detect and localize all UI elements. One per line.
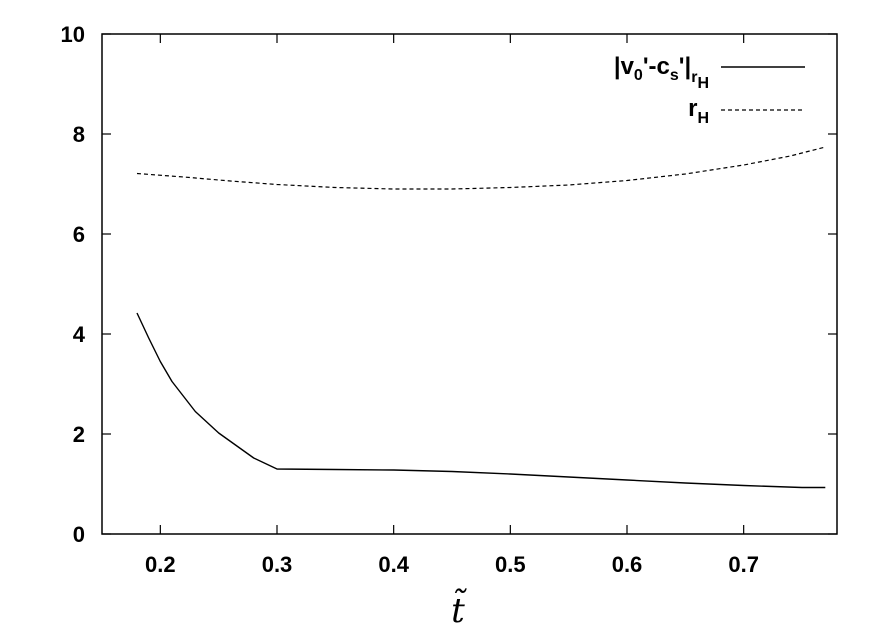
y-tick-label: 6 <box>73 222 85 247</box>
y-tick-label: 10 <box>61 22 85 47</box>
tick-labels: 0.2 0.3 0.4 0.5 0.6 0.7 0 2 4 6 8 10 <box>61 22 759 577</box>
x-tick-label: 0.5 <box>495 552 526 577</box>
legend-label-series-2: rH <box>688 95 709 127</box>
x-tick-label: 0.3 <box>262 552 293 577</box>
y-tick-label: 4 <box>73 322 86 347</box>
series-layer <box>136 146 826 489</box>
x-tick-label: 0.4 <box>378 552 409 577</box>
x-tick-label: 0.2 <box>145 552 176 577</box>
x-axis-label: t̃ <box>451 588 468 631</box>
plot-frame <box>101 33 838 535</box>
y-tick-label: 2 <box>73 422 85 447</box>
y-tick-label: 0 <box>73 522 85 547</box>
x-tick-label: 0.6 <box>612 552 643 577</box>
series-line-2 <box>136 146 826 190</box>
series-line-1 <box>136 312 826 489</box>
legend: |v0'-cs'|rH rH <box>614 53 805 127</box>
x-tick-label: 0.7 <box>728 552 759 577</box>
y-tick-label: 8 <box>73 122 85 147</box>
legend-label-series-1: |v0'-cs'|rH <box>614 53 709 92</box>
